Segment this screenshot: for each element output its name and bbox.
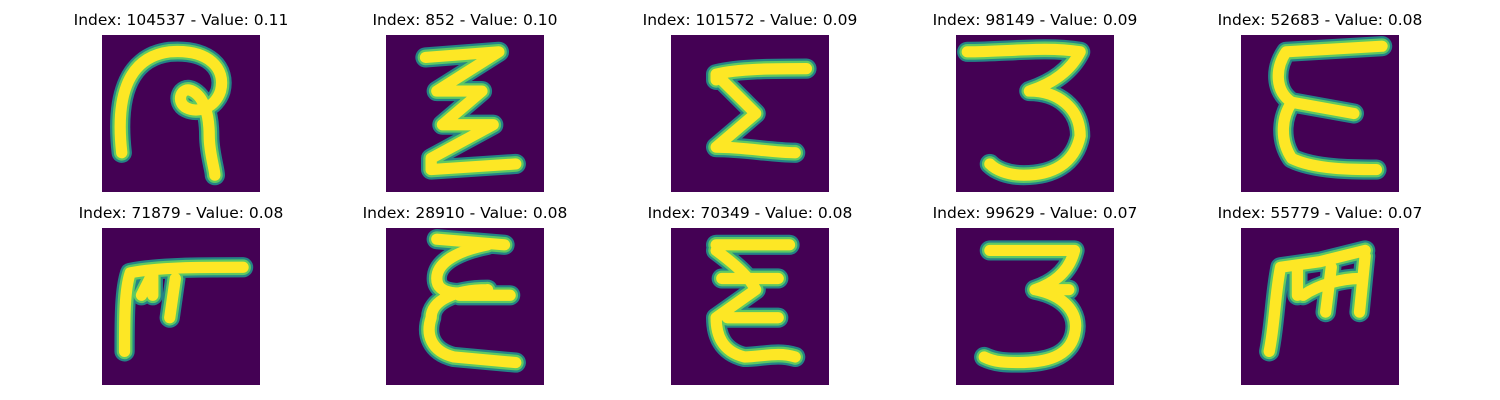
glyph-stroke xyxy=(114,46,228,181)
digit-image xyxy=(671,35,829,192)
glyph-stroke xyxy=(1272,40,1388,176)
image-panel: Index: 28910 - Value: 0.08 xyxy=(322,203,608,389)
image-panel: Index: 104537 - Value: 0.11 xyxy=(38,10,324,196)
glyph-stroke xyxy=(710,63,813,159)
digit-image xyxy=(956,228,1114,385)
digit-image-canvas xyxy=(956,228,1114,385)
digit-image-canvas xyxy=(102,35,260,192)
digit-image-canvas xyxy=(1241,35,1399,192)
glyph-stroke xyxy=(423,233,522,369)
image-panel: Index: 852 - Value: 0.10 xyxy=(322,10,608,196)
image-panel: Index: 99629 - Value: 0.07 xyxy=(892,203,1178,389)
glyph-stroke xyxy=(710,239,801,363)
digit-image xyxy=(102,228,260,385)
glyph-stroke xyxy=(961,43,1086,181)
image-panel: Index: 55779 - Value: 0.07 xyxy=(1177,203,1463,389)
digit-image xyxy=(1241,228,1399,385)
digit-image-canvas xyxy=(386,228,544,385)
image-panel: Index: 98149 - Value: 0.09 xyxy=(892,10,1178,196)
glyph-stroke xyxy=(978,244,1082,369)
digit-image-canvas xyxy=(102,228,260,385)
digit-image-canvas xyxy=(956,35,1114,192)
digit-image xyxy=(386,228,544,385)
digit-image xyxy=(1241,35,1399,192)
image-panel: Index: 52683 - Value: 0.08 xyxy=(1177,10,1463,196)
panel-title: Index: 71879 - Value: 0.08 xyxy=(78,204,284,222)
image-panel: Index: 71879 - Value: 0.08 xyxy=(38,203,324,389)
panel-title: Index: 101572 - Value: 0.09 xyxy=(642,11,858,29)
panel-title: Index: 55779 - Value: 0.07 xyxy=(1217,204,1423,222)
panel-title: Index: 98149 - Value: 0.09 xyxy=(932,11,1138,29)
digit-image-canvas xyxy=(671,228,829,385)
image-panel: Index: 70349 - Value: 0.08 xyxy=(607,203,893,389)
panel-title: Index: 70349 - Value: 0.08 xyxy=(647,204,853,222)
panel-title: Index: 99629 - Value: 0.07 xyxy=(932,204,1138,222)
digit-image-canvas xyxy=(1241,228,1399,385)
digit-image-canvas xyxy=(386,35,544,192)
panel-title: Index: 28910 - Value: 0.08 xyxy=(362,204,568,222)
glyph-stroke xyxy=(1263,244,1371,357)
digit-image xyxy=(102,35,260,192)
digit-image xyxy=(386,35,544,192)
panel-title: Index: 52683 - Value: 0.08 xyxy=(1217,11,1423,29)
glyph-stroke xyxy=(118,261,249,357)
digit-image xyxy=(671,228,829,385)
digit-image xyxy=(956,35,1114,192)
panel-title: Index: 852 - Value: 0.10 xyxy=(372,11,558,29)
digit-image-canvas xyxy=(671,35,829,192)
glyph-stroke xyxy=(419,46,522,176)
image-panel: Index: 101572 - Value: 0.09 xyxy=(607,10,893,196)
panel-title: Index: 104537 - Value: 0.11 xyxy=(73,11,289,29)
